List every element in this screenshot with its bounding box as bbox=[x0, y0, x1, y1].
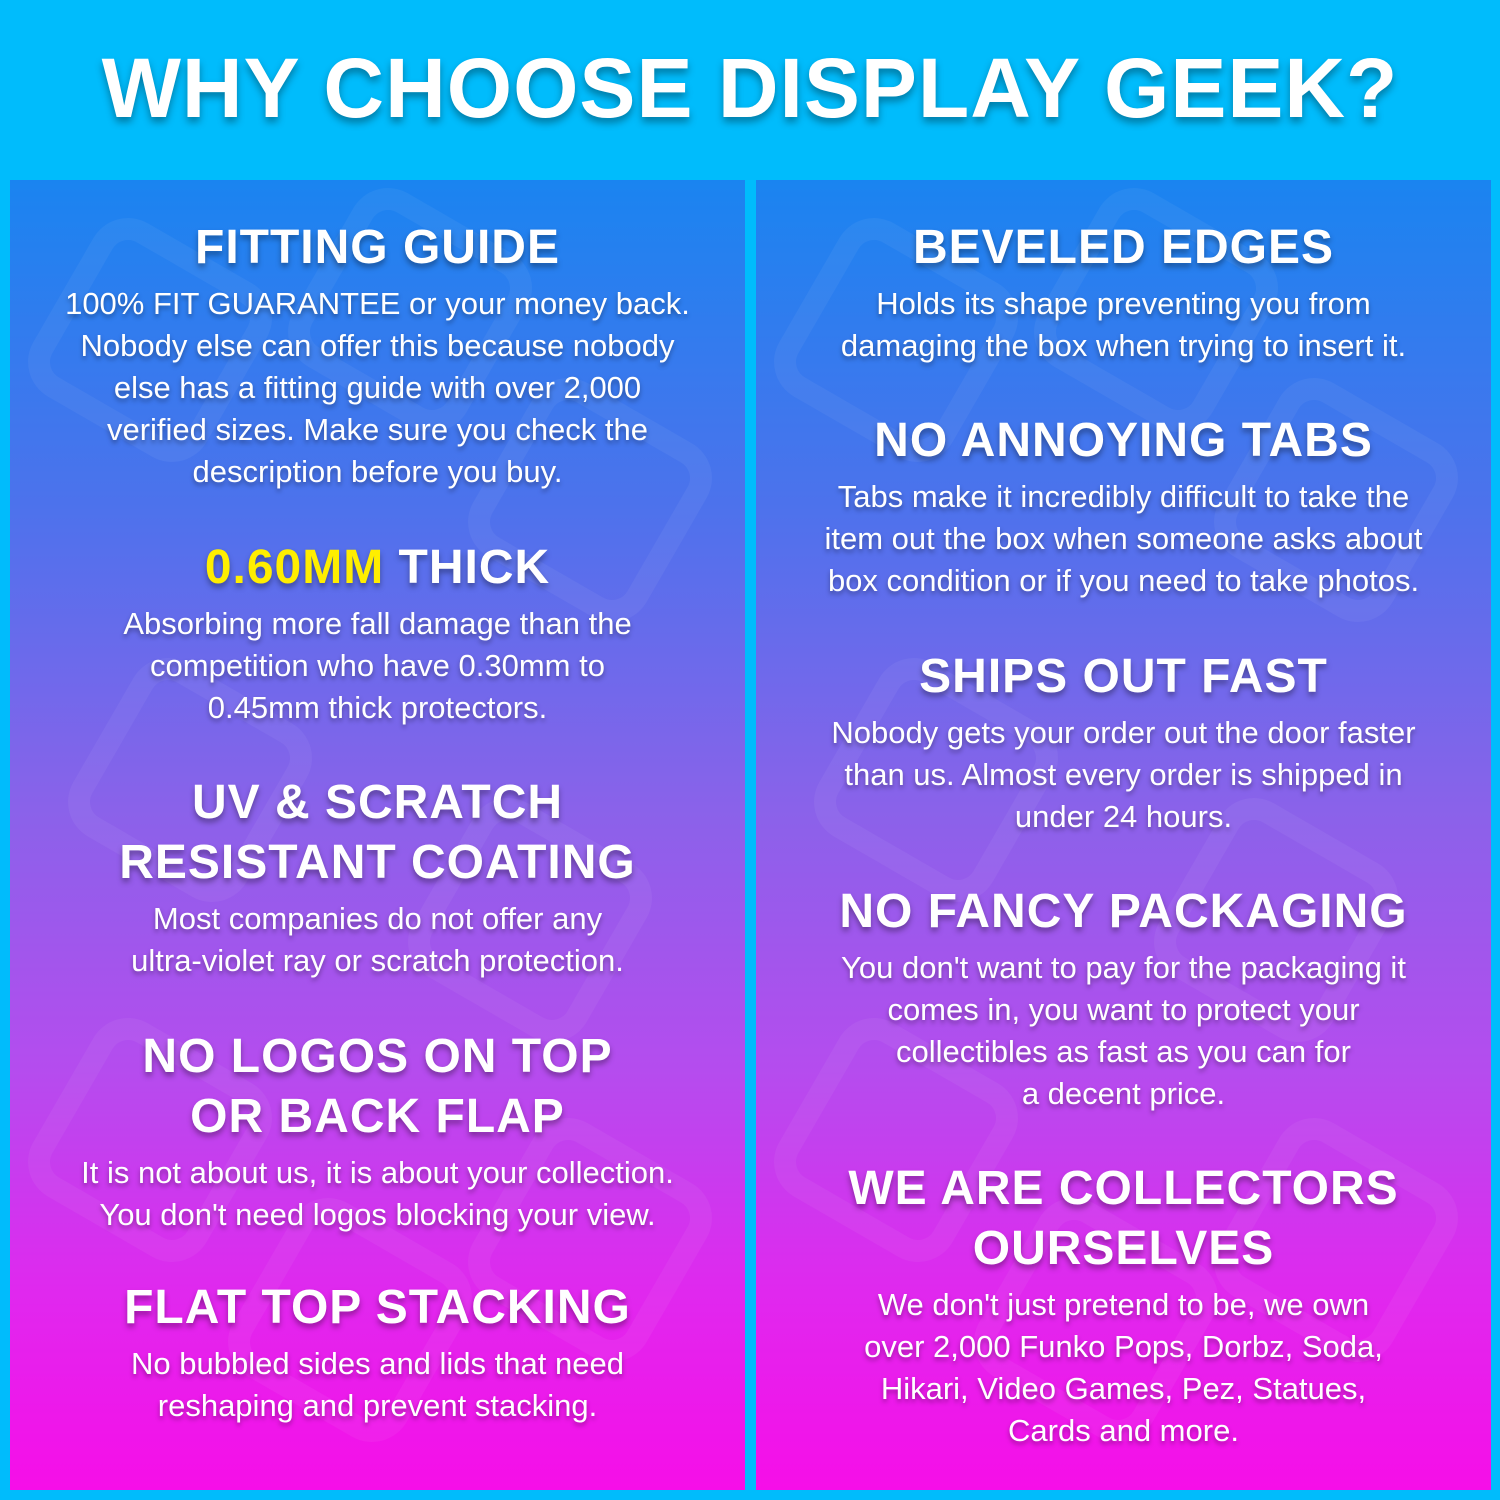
description-line: Nobody gets your order out the door fast… bbox=[831, 715, 1416, 750]
description-line: under 24 hours. bbox=[1014, 799, 1233, 834]
heading-line: OURSELVES bbox=[972, 1222, 1275, 1275]
description-line: 100% FIT GUARANTEE or your money back. bbox=[65, 286, 690, 321]
feature-description: Tabs make it incredibly difficult to tak… bbox=[756, 476, 1491, 602]
feature-beveled-edges: BEVELED EDGES Holds its shape preventing … bbox=[756, 218, 1491, 367]
description-line: No bubbled sides and lids that need bbox=[131, 1346, 624, 1381]
feature-heading: NO ANNOYING TABS bbox=[756, 411, 1491, 471]
description-line: comes in, you want to protect your bbox=[887, 992, 1360, 1027]
description-line: over 2,000 Funko Pops, Dorbz, Soda, bbox=[864, 1329, 1383, 1364]
description-line: Absorbing more fall damage than the bbox=[123, 606, 632, 641]
feature-heading: FITTING GUIDE bbox=[10, 218, 745, 278]
page-title: WHY CHOOSE DISPLAY GEEK? bbox=[101, 41, 1399, 135]
feature-heading: UV & SCRATCH RESISTANT COATING bbox=[10, 773, 745, 893]
feature-no-logos-on-top-or-back-flap: NO LOGOS ON TOP OR BACK FLAP It is not abo… bbox=[10, 1027, 745, 1236]
heading-line: WE ARE COLLECTORS bbox=[848, 1162, 1399, 1215]
description-line: a decent price. bbox=[1021, 1076, 1226, 1111]
description-line: 0.45mm thick protectors. bbox=[207, 690, 548, 725]
feature-heading: WE ARE COLLECTORS OURSELVES bbox=[756, 1159, 1491, 1279]
description-line: Holds its shape preventing you from bbox=[876, 286, 1371, 321]
feature-description: It is not about us, it is about your col… bbox=[10, 1152, 745, 1236]
heading-line: NO FANCY PACKAGING bbox=[839, 885, 1408, 938]
feature-flat-top-stacking: FLAT TOP STACKING No bubbled sides and li… bbox=[10, 1278, 745, 1427]
feature-no-annoying-tabs: NO ANNOYING TABS Tabs make it incredibly … bbox=[756, 411, 1491, 602]
description-line: competition who have 0.30mm to bbox=[150, 648, 605, 683]
feature-heading: BEVELED EDGES bbox=[756, 218, 1491, 278]
description-line: It is not about us, it is about your col… bbox=[81, 1155, 674, 1190]
description-line: Most companies do not offer any bbox=[152, 901, 603, 936]
feature-fitting-guide: FITTING GUIDE 100% FIT GUARANTEE or your … bbox=[10, 218, 745, 493]
feature-heading: 0.60MM THICK bbox=[10, 538, 745, 598]
feature-description: Holds its shape preventing you from damag… bbox=[756, 283, 1491, 367]
description-line: else has a fitting guide with over 2,000 bbox=[113, 370, 642, 405]
description-line: collectibles as fast as you can for bbox=[896, 1034, 1351, 1069]
feature-uv-scratch-resistant-coating: UV & SCRATCH RESISTANT COATING Most compan… bbox=[10, 773, 745, 982]
description-line: damaging the box when trying to insert i… bbox=[840, 328, 1407, 363]
description-line: We don't just pretend to be, we own bbox=[877, 1287, 1370, 1322]
description-line: Hikari, Video Games, Pez, Statues, bbox=[880, 1371, 1367, 1406]
description-line: box condition or if you need to take pho… bbox=[827, 563, 1420, 598]
feature-description: You don't want to pay for the packaging … bbox=[756, 947, 1491, 1115]
heading-line: FLAT TOP STACKING bbox=[124, 1281, 631, 1334]
feature-heading: NO LOGOS ON TOP OR BACK FLAP bbox=[10, 1027, 745, 1147]
heading-line: NO LOGOS ON TOP bbox=[142, 1030, 613, 1083]
description-line: than us. Almost every order is shipped i… bbox=[844, 757, 1403, 792]
description-line: Cards and more. bbox=[1008, 1413, 1239, 1448]
right-panel: BEVELED EDGES Holds its shape preventing … bbox=[756, 180, 1491, 1490]
feature-description: Most companies do not offer any ultra-vio… bbox=[10, 898, 745, 982]
feature-description: 100% FIT GUARANTEE or your money back. No… bbox=[10, 283, 745, 493]
heading-line: NO ANNOYING TABS bbox=[874, 414, 1373, 467]
description-line: Tabs make it incredibly difficult to tak… bbox=[837, 479, 1410, 514]
description-line: You don't need logos blocking your view. bbox=[99, 1197, 656, 1232]
feature-ships-out-fast: SHIPS OUT FAST Nobody gets your order out… bbox=[756, 647, 1491, 838]
description-line: ultra-violet ray or scratch protection. bbox=[131, 943, 624, 978]
feature-thickness: 0.60MM THICK Absorbing more fall damage t… bbox=[10, 538, 745, 729]
feature-description: No bubbled sides and lids that need resha… bbox=[10, 1343, 745, 1427]
feature-heading: FLAT TOP STACKING bbox=[10, 1278, 745, 1338]
feature-heading: SHIPS OUT FAST bbox=[756, 647, 1491, 707]
feature-we-are-collectors-ourselves: WE ARE COLLECTORS OURSELVES We don't just … bbox=[756, 1159, 1491, 1452]
heading-line: UV & SCRATCH bbox=[191, 776, 564, 829]
description-line: item out the box when someone asks about bbox=[824, 521, 1423, 556]
left-panel: FITTING GUIDE 100% FIT GUARANTEE or your … bbox=[10, 180, 745, 1490]
description-line: reshaping and prevent stacking. bbox=[157, 1388, 598, 1423]
description-line: description before you buy. bbox=[192, 454, 563, 489]
heading-line: RESISTANT COATING bbox=[119, 836, 636, 889]
heading-line: SHIPS OUT FAST bbox=[919, 650, 1328, 703]
feature-heading: NO FANCY PACKAGING bbox=[756, 882, 1491, 942]
feature-description: Absorbing more fall damage than the compe… bbox=[10, 603, 745, 729]
feature-no-fancy-packaging: NO FANCY PACKAGING You don't want to pay … bbox=[756, 882, 1491, 1115]
feature-description: Nobody gets your order out the door fast… bbox=[756, 712, 1491, 838]
heading-line: BEVELED EDGES bbox=[912, 221, 1335, 274]
heading-line: FITTING GUIDE bbox=[195, 221, 560, 274]
heading-rest: THICK bbox=[384, 541, 551, 594]
heading-highlight: 0.60MM bbox=[204, 541, 385, 594]
description-line: Nobody else can offer this because nobod… bbox=[80, 328, 675, 363]
feature-description: We don't just pretend to be, we own over … bbox=[756, 1284, 1491, 1452]
description-line: verified sizes. Make sure you check the bbox=[106, 412, 649, 447]
description-line: You don't want to pay for the packaging … bbox=[841, 950, 1406, 985]
heading-line: OR BACK FLAP bbox=[190, 1090, 565, 1143]
